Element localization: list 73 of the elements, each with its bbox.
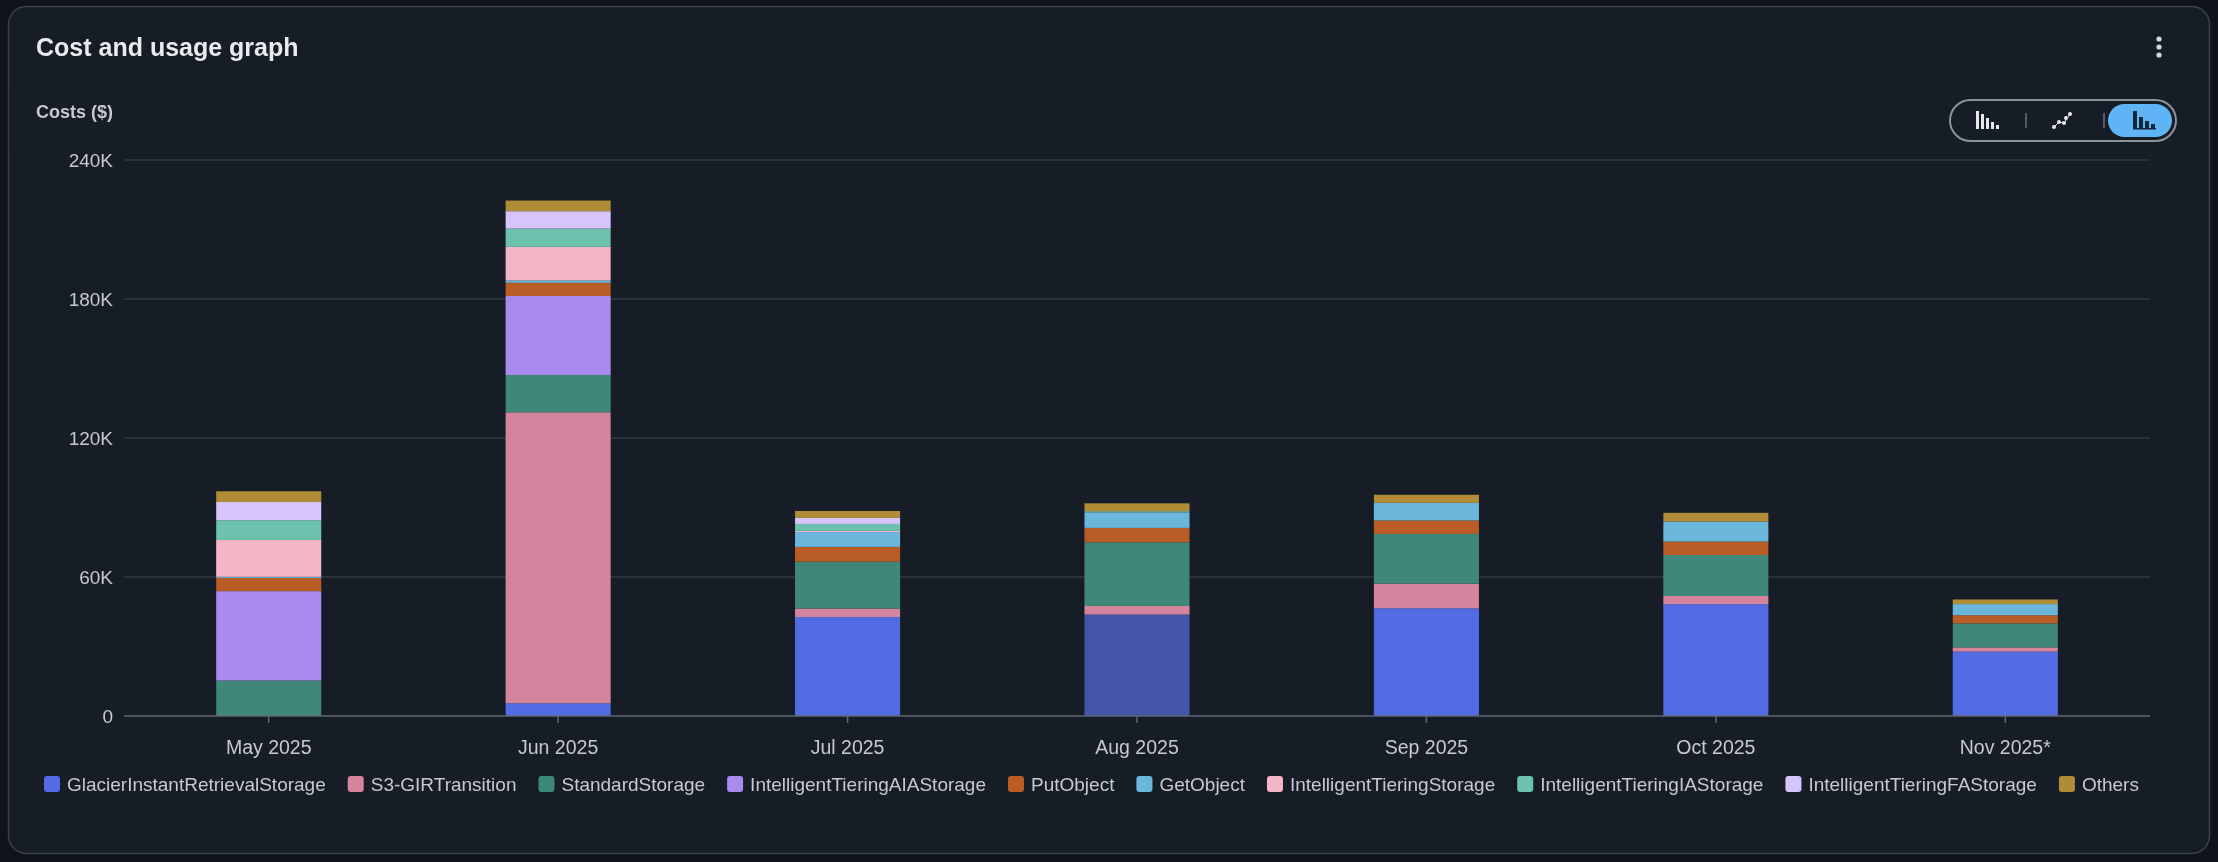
y-tick-label: 0: [102, 705, 113, 727]
bar: [1084, 527, 1190, 543]
bar: [505, 412, 611, 704]
bar: [1952, 599, 2058, 605]
bar: [216, 491, 322, 502]
bar: [1663, 541, 1769, 555]
chart-title: Cost and usage graph: [36, 33, 299, 61]
bar: [1373, 520, 1479, 534]
bar: [1084, 614, 1190, 716]
legend-label: PutObject: [1030, 773, 1116, 795]
legend-label: IntelligentTieringIAStorage: [1540, 773, 1764, 795]
bar: [795, 617, 901, 716]
x-tick-label: Sep 2025: [1384, 736, 1469, 758]
bar: [1952, 604, 2058, 616]
x-tick-label: Jun 2025: [518, 736, 599, 758]
bar: [216, 520, 322, 540]
bar: [505, 282, 611, 296]
legend-label: IntelligentTieringFAStorage: [1808, 773, 2037, 795]
bar: [505, 200, 611, 212]
y-tick-label: 180K: [68, 288, 114, 310]
y-tick-label: 240K: [68, 149, 114, 171]
legend-label: Others: [2081, 773, 2139, 795]
x-tick-label: Aug 2025: [1095, 736, 1179, 758]
x-tick-label: Jul 2025: [810, 736, 885, 758]
legend-label: S3-GIRTransition: [370, 773, 517, 795]
x-tick-label: Oct 2025: [1676, 736, 1756, 758]
bar: [1663, 604, 1769, 716]
x-tick-label: Nov 2025*: [1959, 736, 2052, 758]
legend-label: IntelligentTieringAIAStorage: [750, 773, 987, 795]
bar: [216, 501, 322, 521]
bar: [1952, 647, 2058, 652]
bar: [795, 510, 901, 518]
bar: [1663, 554, 1769, 596]
y-axis-title: Costs ($): [36, 102, 114, 122]
bar: [1952, 651, 2058, 716]
bar: [1952, 623, 2058, 648]
bar: [216, 591, 322, 681]
bar: [1663, 512, 1769, 522]
bar: [795, 561, 901, 609]
bar: [795, 532, 901, 547]
bar: [1663, 596, 1769, 605]
bar: [505, 211, 611, 229]
legend-label: StandardStorage: [561, 773, 706, 795]
bar: [505, 295, 611, 375]
x-tick-label: May 2025: [225, 736, 312, 758]
bar: [795, 608, 901, 618]
bar: [1373, 494, 1479, 503]
legend-label: IntelligentTieringStorage: [1289, 773, 1496, 795]
bar: [1663, 521, 1769, 542]
bar: [505, 703, 611, 716]
y-tick-label: 120K: [68, 427, 114, 449]
bar: [795, 523, 901, 531]
y-tick-label: 60K: [79, 566, 114, 588]
bar: [1952, 615, 2058, 624]
bar: [1084, 503, 1190, 512]
bar: [505, 246, 611, 281]
bar: [1373, 502, 1479, 521]
bar: [1373, 583, 1479, 609]
bar: [1084, 605, 1190, 615]
bar: [216, 539, 322, 577]
bar: [505, 374, 611, 413]
bar: [795, 517, 901, 524]
bar: [216, 680, 322, 716]
bar: [1373, 533, 1479, 584]
bar: [505, 280, 611, 283]
legend-label: GlacierInstantRetrievalStorage: [67, 773, 326, 795]
bar: [1084, 512, 1190, 528]
bar: [1373, 608, 1479, 716]
bar: [216, 577, 322, 592]
bar: [1084, 542, 1190, 606]
bar: [505, 228, 611, 247]
legend-label: GetObject: [1159, 773, 1246, 795]
bar: [795, 546, 901, 562]
